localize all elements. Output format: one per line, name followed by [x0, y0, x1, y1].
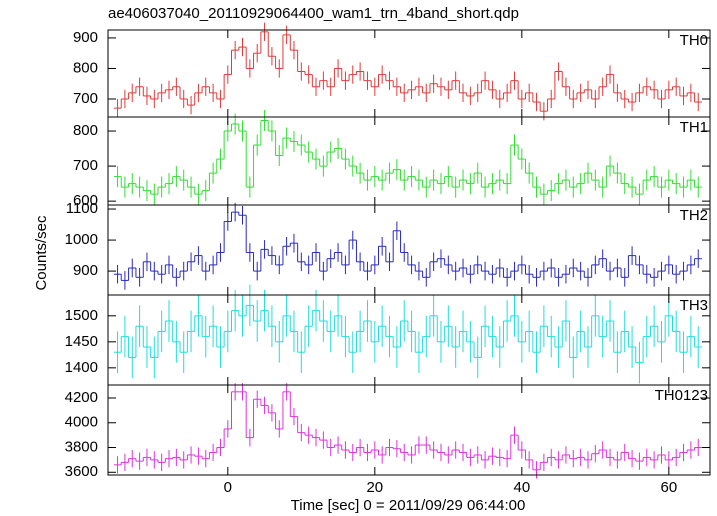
- y-tick-label: 600: [73, 192, 98, 209]
- y-tick-label: 700: [73, 90, 98, 107]
- y-tick-label: 4200: [65, 389, 98, 406]
- y-tick-label: 1500: [65, 307, 98, 324]
- x-tick-label: 60: [660, 479, 677, 496]
- y-tick-label: 900: [73, 29, 98, 46]
- chart-title: ae406037040_20110929064400_wam1_trn_4ban…: [108, 5, 519, 22]
- x-axis-label: Time [sec] 0 = 2011/09/29 06:44:00: [291, 497, 526, 514]
- panel-label: TH2: [680, 207, 708, 224]
- y-tick-label: 1000: [65, 231, 98, 248]
- panel-label: TH1: [680, 119, 708, 136]
- x-tick-label: 20: [366, 479, 383, 496]
- panel-label: TH0123: [655, 387, 708, 404]
- y-tick-label: 4000: [65, 414, 98, 431]
- panel-label: TH3: [680, 297, 708, 314]
- x-tick-label: 40: [513, 479, 530, 496]
- y-tick-label: 800: [73, 59, 98, 76]
- panel-frame: [107, 384, 711, 476]
- y-axis-label: Counts/sec: [33, 215, 50, 291]
- x-tick-label: 0: [224, 479, 232, 496]
- y-tick-label: 1450: [65, 333, 98, 350]
- y-tick-label: 3800: [65, 438, 98, 455]
- y-tick-label: 1100: [66, 200, 98, 217]
- y-tick-label: 3600: [65, 463, 98, 480]
- panel-label: TH0: [680, 32, 708, 49]
- y-tick-label: 700: [73, 157, 98, 174]
- y-tick-label: 900: [73, 262, 98, 279]
- panel-frame: [107, 29, 711, 118]
- y-tick-label: 800: [73, 122, 98, 139]
- y-tick-label: 1400: [65, 359, 98, 376]
